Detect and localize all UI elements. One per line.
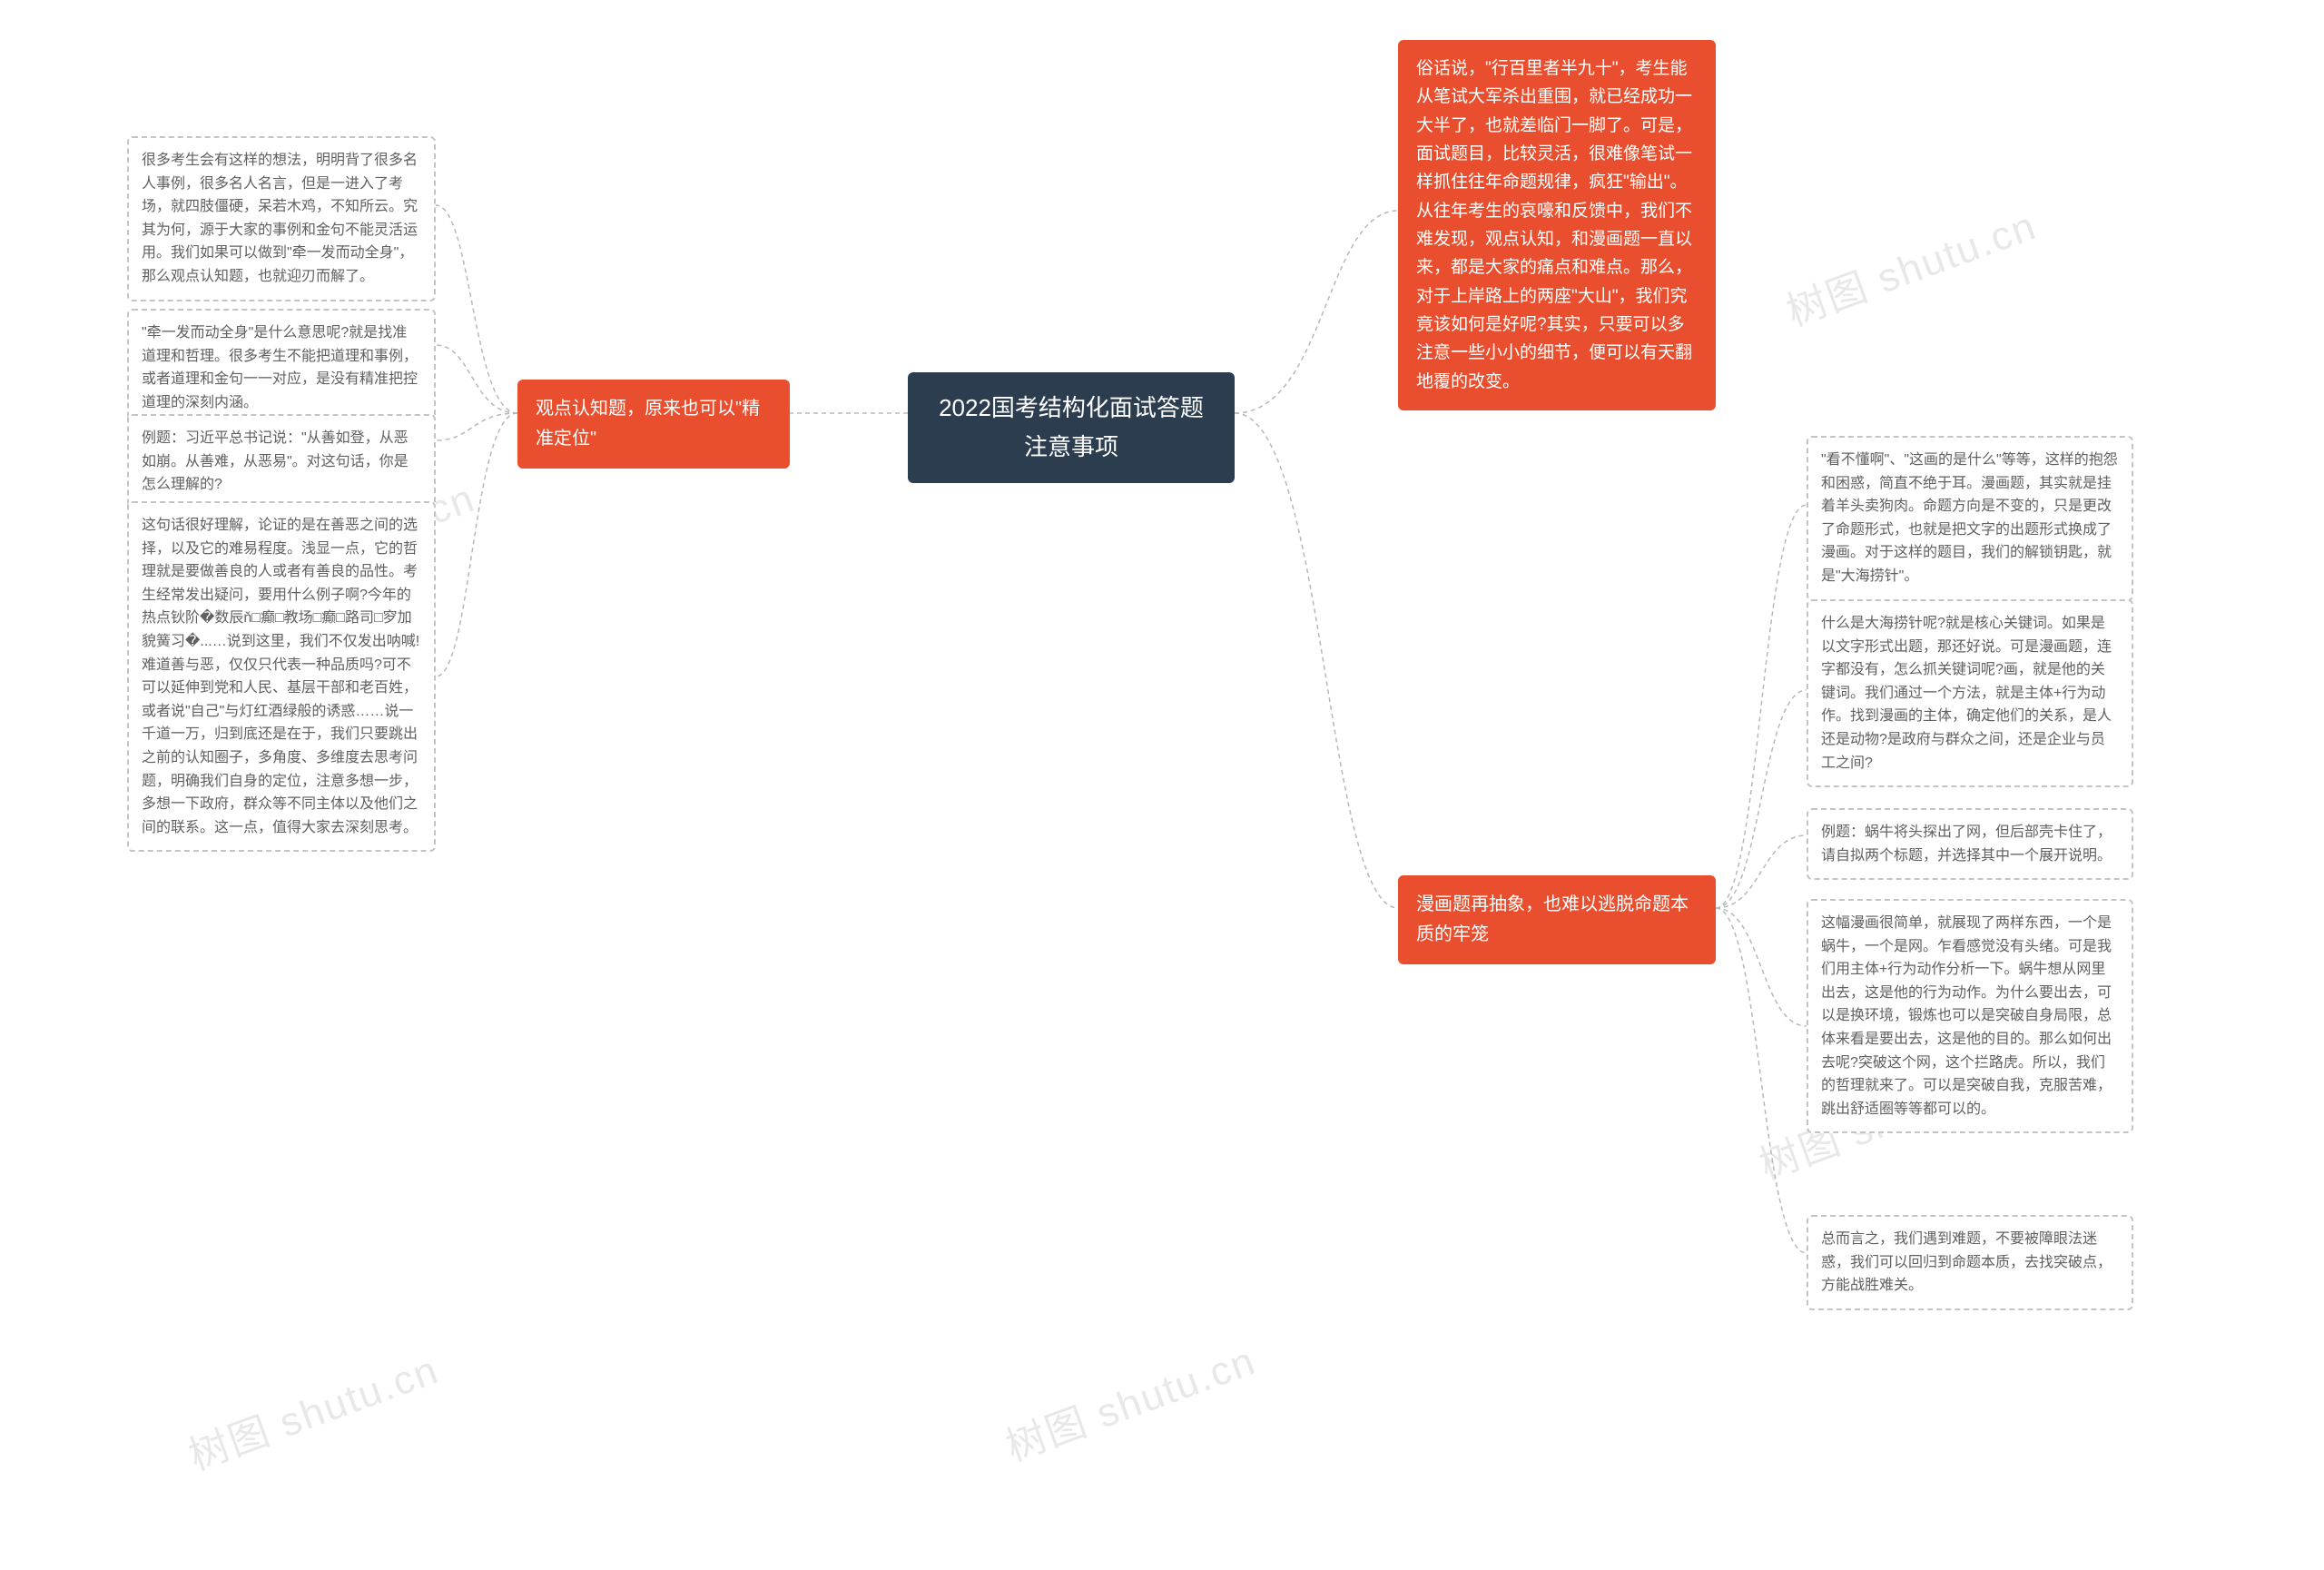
left-branch-node[interactable]: 观点认知题，原来也可以"精准定位" xyxy=(517,380,790,469)
watermark: 树图 shutu.cn xyxy=(997,1328,1263,1473)
left-leaf[interactable]: "牵一发而动全身"是什么意思呢?就是找准道理和哲理。很多考生不能把道理和事例，或… xyxy=(127,309,436,427)
watermark: 树图 shutu.cn xyxy=(180,1338,446,1482)
left-leaf[interactable]: 例题：习近平总书记说："从善如登，从恶如崩。从善难，从恶易"。对这句话，你是怎么… xyxy=(127,414,436,509)
mindmap-canvas: 树图 shutu.cn 树图 shutu.cn 树图 shutu.cn 树图 s… xyxy=(0,0,2324,1570)
right-bottom-branch-node[interactable]: 漫画题再抽象，也难以逃脱命题本质的牢笼 xyxy=(1398,875,1716,964)
center-node[interactable]: 2022国考结构化面试答题注意事项 xyxy=(908,372,1235,483)
right-leaf[interactable]: 这幅漫画很简单，就展现了两样东西，一个是蜗牛，一个是网。乍看感觉没有头绪。可是我… xyxy=(1807,899,2133,1133)
right-leaf[interactable]: 总而言之，我们遇到难题，不要被障眼法迷惑，我们可以回归到命题本质，去找突破点，方… xyxy=(1807,1215,2133,1310)
left-leaf[interactable]: 很多考生会有这样的想法，明明背了很多名人事例，很多名人名言，但是一进入了考场，就… xyxy=(127,136,436,301)
left-leaf[interactable]: 这句话很好理解，论证的是在善恶之间的选择，以及它的难易程度。浅显一点，它的哲理就… xyxy=(127,501,436,852)
right-leaf[interactable]: "看不懂啊"、"这画的是什么"等等，这样的抱怨和困惑，简直不绝于耳。漫画题，其实… xyxy=(1807,436,2133,601)
right-leaf[interactable]: 什么是大海捞针呢?就是核心关键词。如果是以文字形式出题，那还好说。可是漫画题，连… xyxy=(1807,599,2133,787)
right-leaf[interactable]: 例题：蜗牛将头探出了网，但后部壳卡住了，请自拟两个标题，并选择其中一个展开说明。 xyxy=(1807,808,2133,880)
right-top-branch-node[interactable]: 俗话说，"行百里者半九十"，考生能从笔试大军杀出重围，就已经成功一大半了，也就差… xyxy=(1398,40,1716,410)
watermark: 树图 shutu.cn xyxy=(1777,193,2043,338)
